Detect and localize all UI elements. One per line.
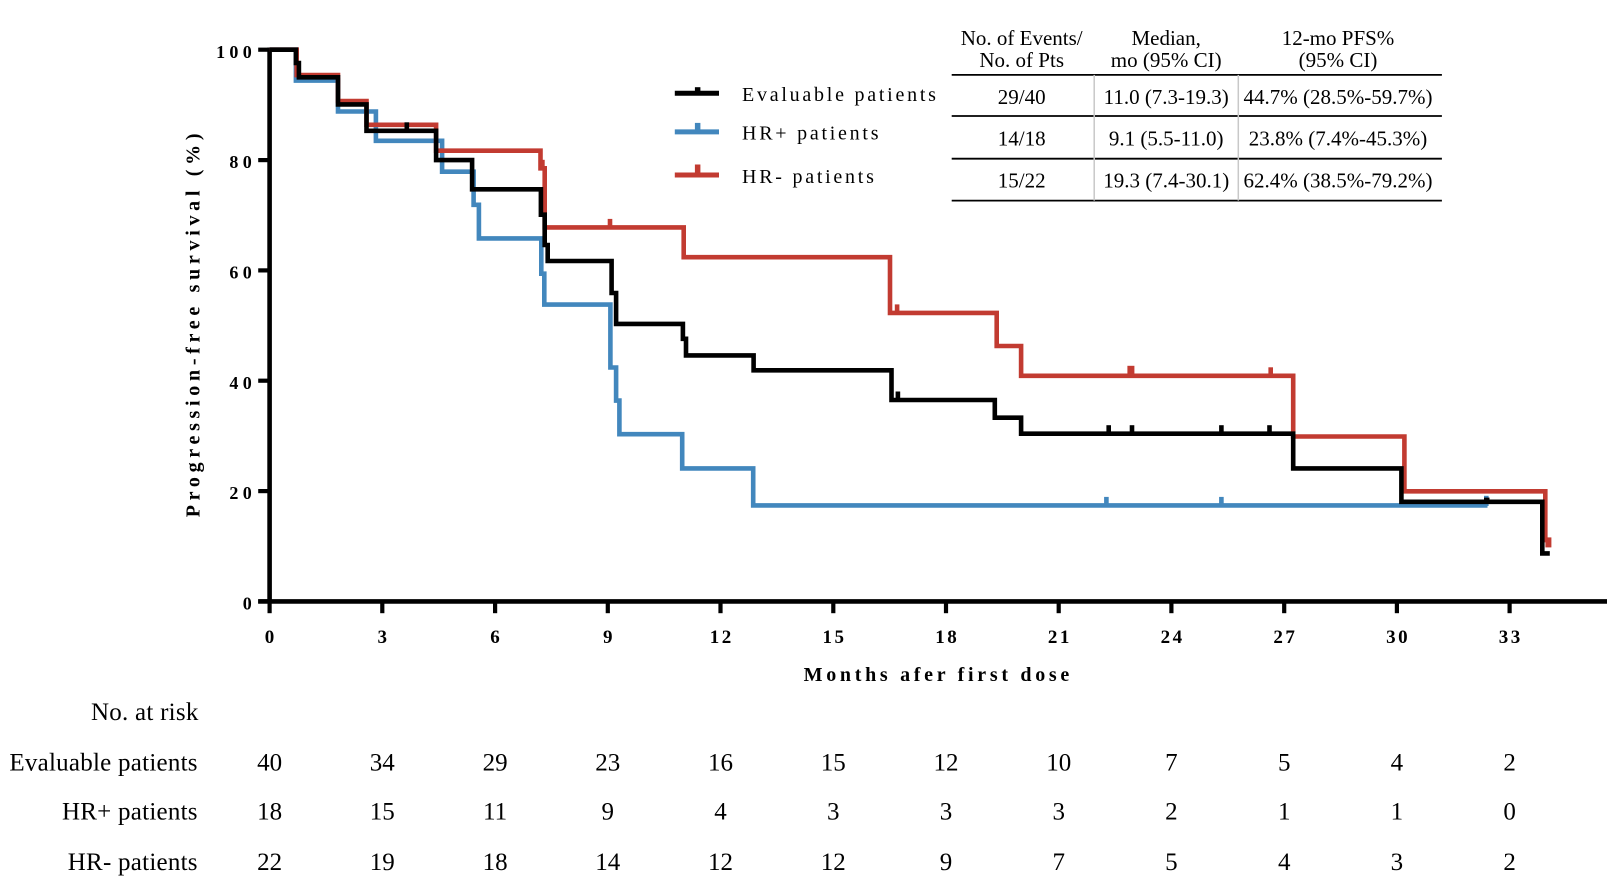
svg-text:9.1 (5.5-11.0): 9.1 (5.5-11.0) [1109,127,1224,151]
svg-text:HR+ patients: HR+ patients [62,798,198,825]
svg-text:12-mo PFS%: 12-mo PFS% [1282,26,1395,50]
svg-text:Evaluable patients: Evaluable patients [9,749,197,776]
svg-text:2: 2 [1165,798,1178,825]
svg-text:29/40: 29/40 [998,85,1046,109]
svg-text:2: 2 [1503,749,1516,776]
svg-text:5: 5 [1165,849,1178,876]
svg-text:21: 21 [1048,627,1072,648]
svg-text:3: 3 [827,798,840,825]
svg-text:12: 12 [821,849,846,876]
svg-text:HR- patients: HR- patients [68,849,198,876]
svg-text:27: 27 [1273,627,1297,648]
svg-text:100: 100 [216,42,256,62]
svg-text:18: 18 [257,798,282,825]
svg-text:0: 0 [265,627,277,648]
svg-text:40: 40 [257,749,282,776]
svg-text:2: 2 [1503,849,1516,876]
svg-text:4: 4 [1278,849,1291,876]
svg-text:HR+ patients: HR+ patients [742,123,881,145]
svg-text:22: 22 [257,849,282,876]
svg-text:Evaluable patients: Evaluable patients [742,84,939,106]
svg-text:12: 12 [710,627,734,648]
svg-text:1: 1 [1278,798,1291,825]
svg-text:16: 16 [708,749,733,776]
svg-text:Months afer first dose: Months afer first dose [804,664,1073,686]
svg-text:29: 29 [483,749,508,776]
svg-text:6: 6 [490,627,502,648]
svg-text:4: 4 [714,798,727,825]
svg-text:9: 9 [603,627,615,648]
svg-text:80: 80 [229,152,256,172]
svg-text:0: 0 [1503,798,1516,825]
svg-text:15/22: 15/22 [998,169,1046,193]
svg-text:62.4% (38.5%-79.2%): 62.4% (38.5%-79.2%) [1244,169,1433,193]
svg-text:7: 7 [1165,749,1178,776]
svg-text:4: 4 [1391,749,1404,776]
svg-text:14/18: 14/18 [998,127,1046,151]
svg-text:44.7% (28.5%-59.7%): 44.7% (28.5%-59.7%) [1244,85,1433,109]
svg-text:HR- patients: HR- patients [742,166,877,188]
svg-text:1: 1 [1391,798,1404,825]
svg-text:14: 14 [595,849,621,876]
svg-text:No. of Pts: No. of Pts [979,48,1064,72]
svg-text:9: 9 [940,849,953,876]
svg-text:12: 12 [708,849,733,876]
svg-text:Median,: Median, [1131,26,1200,50]
svg-text:3: 3 [1052,798,1065,825]
svg-text:30: 30 [1386,627,1410,648]
svg-text:0: 0 [243,594,256,614]
svg-text:11.0 (7.3-19.3): 11.0 (7.3-19.3) [1104,85,1229,109]
svg-text:7: 7 [1052,849,1065,876]
svg-text:3: 3 [378,627,390,648]
svg-text:5: 5 [1278,749,1291,776]
svg-text:(95% CI): (95% CI) [1299,48,1378,72]
svg-text:12: 12 [934,749,959,776]
svg-text:19.3 (7.4-30.1): 19.3 (7.4-30.1) [1103,169,1229,193]
svg-text:15: 15 [821,749,846,776]
svg-text:23.8% (7.4%-45.3%): 23.8% (7.4%-45.3%) [1249,127,1427,151]
svg-text:9: 9 [602,798,615,825]
svg-text:mo (95% CI): mo (95% CI) [1111,48,1222,72]
svg-text:33: 33 [1499,627,1523,648]
svg-text:34: 34 [370,749,396,776]
svg-text:18: 18 [483,849,508,876]
svg-text:10: 10 [1046,749,1071,776]
svg-text:No. at risk: No. at risk [91,699,199,726]
svg-text:19: 19 [370,849,395,876]
svg-text:24: 24 [1161,627,1185,648]
svg-text:60: 60 [229,263,256,283]
svg-text:No. of Events/: No. of Events/ [961,26,1083,50]
svg-text:18: 18 [935,627,959,648]
svg-text:3: 3 [1391,849,1404,876]
svg-text:15: 15 [370,798,395,825]
svg-text:20: 20 [229,483,256,503]
svg-text:3: 3 [940,798,953,825]
svg-text:11: 11 [483,798,507,825]
svg-text:40: 40 [229,373,256,393]
svg-text:23: 23 [595,749,620,776]
svg-text:Progression-free survival (%): Progression-free survival (%) [183,129,205,517]
svg-text:15: 15 [823,627,847,648]
